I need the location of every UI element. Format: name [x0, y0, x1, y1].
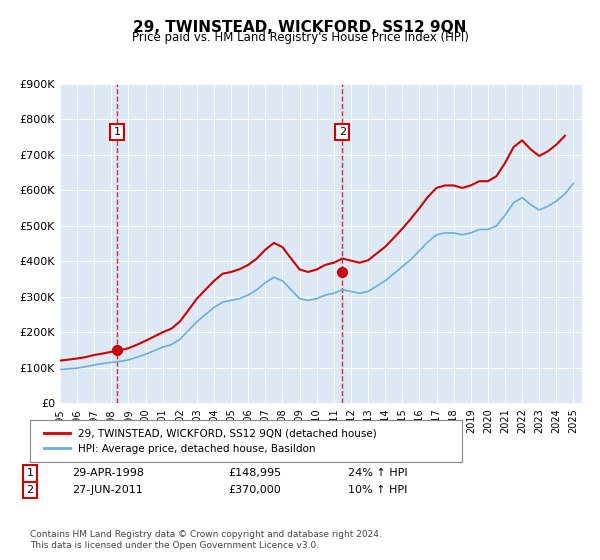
Text: 29-APR-1998: 29-APR-1998: [72, 468, 144, 478]
Text: 2: 2: [26, 485, 34, 495]
Text: 27-JUN-2011: 27-JUN-2011: [72, 485, 143, 495]
Text: 2: 2: [339, 127, 346, 137]
Text: 1: 1: [113, 127, 121, 137]
Legend: 29, TWINSTEAD, WICKFORD, SS12 9QN (detached house), HPI: Average price, detached: 29, TWINSTEAD, WICKFORD, SS12 9QN (detac…: [40, 424, 381, 458]
Text: £148,995: £148,995: [228, 468, 281, 478]
Text: 10% ↑ HPI: 10% ↑ HPI: [348, 485, 407, 495]
Text: £370,000: £370,000: [228, 485, 281, 495]
Text: This data is licensed under the Open Government Licence v3.0.: This data is licensed under the Open Gov…: [30, 542, 319, 550]
Text: Price paid vs. HM Land Registry's House Price Index (HPI): Price paid vs. HM Land Registry's House …: [131, 31, 469, 44]
Text: 1: 1: [26, 468, 34, 478]
Text: 29, TWINSTEAD, WICKFORD, SS12 9QN: 29, TWINSTEAD, WICKFORD, SS12 9QN: [133, 20, 467, 35]
Text: Contains HM Land Registry data © Crown copyright and database right 2024.: Contains HM Land Registry data © Crown c…: [30, 530, 382, 539]
Text: 24% ↑ HPI: 24% ↑ HPI: [348, 468, 407, 478]
